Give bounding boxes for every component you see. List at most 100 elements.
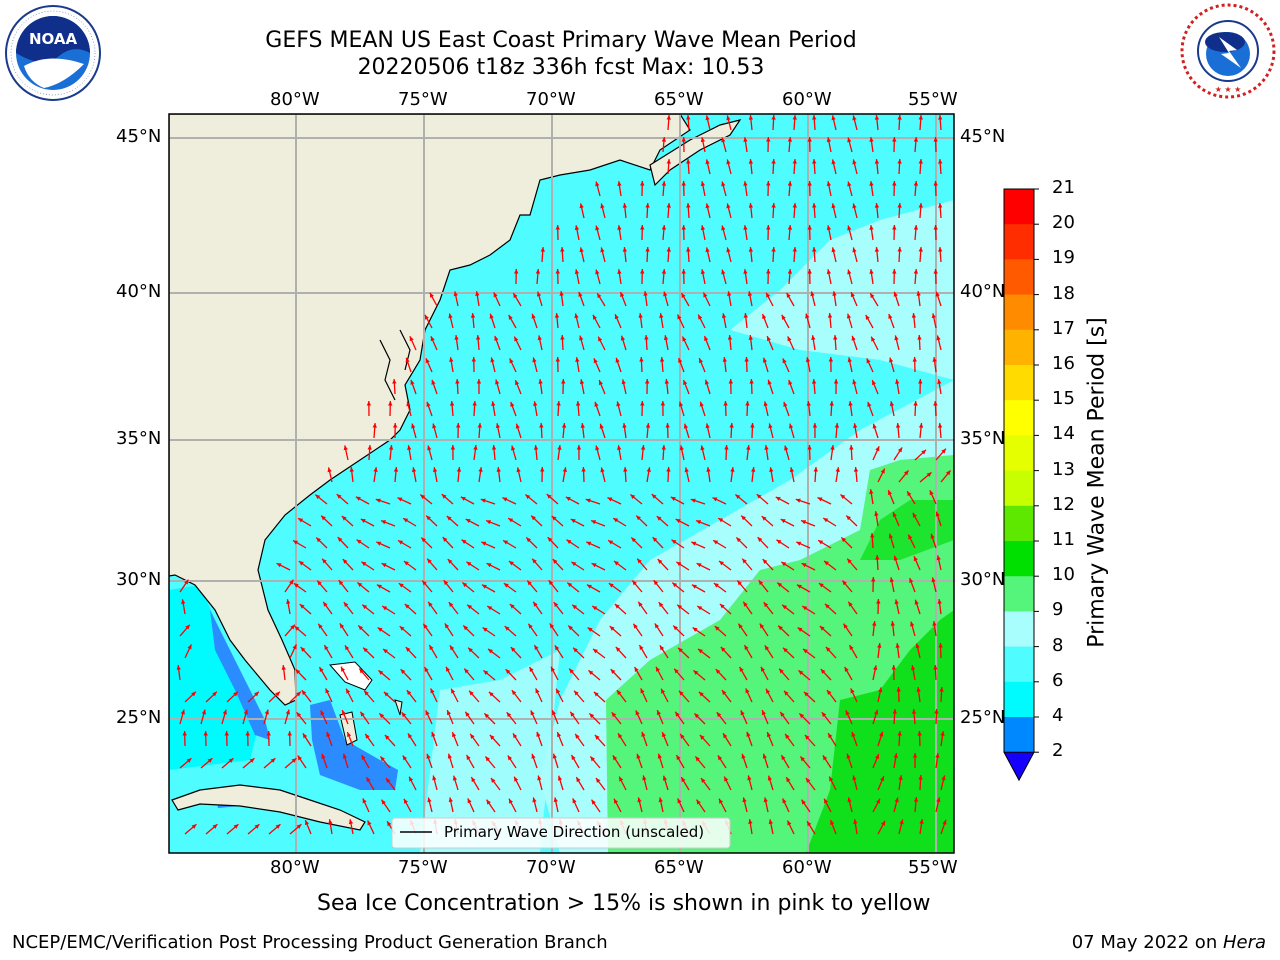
wave-arrow-head	[406, 401, 411, 407]
wave-arrow-head	[614, 603, 620, 609]
wave-arrow-head	[616, 690, 622, 695]
wave-arrow-head	[849, 445, 854, 450]
wave-arrow-head	[456, 423, 461, 428]
wave-arrow-head	[938, 115, 943, 120]
wave-arrow-head	[373, 467, 378, 472]
wave-arrow-head	[300, 647, 306, 652]
wave-arrow-head	[595, 445, 600, 451]
colorbar-tick-label: 8	[1052, 634, 1064, 656]
land-cuba	[171, 784, 366, 831]
wave-arrow-head	[468, 647, 473, 653]
wave-arrow-head	[766, 181, 771, 186]
wave-arrow-head	[888, 490, 893, 496]
wave-arrow-head	[516, 467, 521, 473]
wave-arrow-head	[874, 159, 880, 164]
wave-arrow-head	[785, 733, 790, 739]
lon-tick-top: 60°W	[782, 89, 832, 110]
wave-arrow-head	[671, 539, 677, 545]
wave-arrow-head	[536, 291, 542, 297]
lat-tick-left: 25°N	[116, 707, 162, 728]
wave-arrow-head	[931, 577, 936, 583]
wave-arrow-head	[721, 690, 727, 695]
wave-arrow-head	[448, 602, 454, 608]
wave-arrow-head	[640, 445, 646, 450]
wave-arrow-head	[807, 445, 812, 450]
wave-arrow-head	[777, 582, 783, 588]
wave-arrow-head	[914, 599, 919, 605]
wave-arrow-head	[933, 225, 938, 230]
wave-arrow-head	[781, 755, 786, 761]
wave-arrow-head	[207, 758, 213, 763]
wave-arrow-head	[826, 269, 832, 275]
wave-arrow-head	[617, 181, 622, 186]
wave-arrow-head	[876, 599, 881, 604]
wave-arrow-head	[367, 445, 372, 450]
wave-arrow-head	[705, 159, 710, 165]
wave-arrow-head	[899, 819, 904, 825]
wave-arrow-head	[700, 137, 706, 143]
wave-arrow-head	[891, 665, 896, 670]
wave-arrow-head	[847, 797, 852, 803]
wave-arrow-head	[608, 583, 614, 588]
wave-arrow-head	[560, 335, 565, 340]
wave-arrow-head	[514, 336, 519, 342]
noaa-text: NOAA	[29, 30, 78, 48]
wave-arrow-head	[913, 797, 919, 802]
wave-arrow-head	[889, 577, 894, 583]
wave-arrow-head	[377, 627, 383, 632]
lon-tick-bottom: 80°W	[270, 857, 320, 878]
wave-arrow-head	[917, 731, 922, 736]
wave-arrow-head	[372, 423, 377, 428]
wave-arrow-head	[572, 604, 578, 610]
wave-arrow-head	[299, 604, 305, 609]
wave-arrow-head	[661, 181, 667, 186]
wave-arrow-head	[651, 494, 657, 499]
wave-arrow-head	[748, 335, 753, 340]
wave-arrow-head	[514, 776, 519, 782]
colorbar-segment	[1004, 224, 1034, 260]
wave-arrow-head	[713, 540, 719, 545]
wave-arrow-head	[843, 623, 848, 629]
wave-arrow-head	[806, 401, 811, 406]
wave-arrow-head	[343, 445, 348, 451]
wave-arrow-head	[579, 335, 584, 341]
wave-arrow-head	[455, 379, 460, 384]
wave-arrow-head	[356, 539, 362, 544]
wave-arrow-head	[846, 753, 851, 759]
wave-arrow-head	[850, 688, 855, 694]
wave-arrow-head	[751, 467, 756, 472]
wave-arrow-head	[388, 401, 393, 406]
wave-arrow-head	[704, 336, 709, 342]
wave-arrow-head	[690, 498, 696, 503]
wave-arrow-head	[462, 582, 468, 588]
wave-arrow-head	[425, 358, 430, 364]
wave-arrow-head	[672, 582, 678, 588]
wave-arrow-head	[768, 819, 773, 825]
wave-arrow-head	[547, 537, 553, 542]
wave-arrow-head	[275, 691, 280, 697]
wave-arrow-head	[645, 247, 650, 252]
wave-arrow-head	[574, 269, 580, 275]
wave-arrow-head	[472, 401, 477, 406]
wave-arrow-head	[853, 819, 858, 824]
wave-arrow-head	[853, 467, 859, 472]
wave-arrow-head	[721, 225, 726, 231]
wave-arrow-head	[677, 798, 682, 804]
wave-arrow-head	[874, 511, 879, 516]
wave-arrow-head	[704, 379, 710, 385]
wave-arrow-head	[683, 380, 688, 386]
wave-arrow-head	[342, 753, 347, 759]
wave-arrow-head	[747, 291, 753, 297]
wave-arrow-head	[932, 621, 937, 626]
wave-arrow-head	[617, 225, 622, 230]
wave-arrow-head	[748, 203, 754, 208]
wave-arrow-head	[636, 753, 641, 759]
wave-arrow-head	[343, 602, 349, 608]
wave-arrow-head	[536, 731, 541, 737]
wave-arrow-head	[853, 423, 858, 429]
wave-arrow-head	[771, 159, 776, 164]
wave-arrow-head	[789, 423, 794, 429]
wave-arrow-head	[897, 731, 902, 736]
wave-arrow-head	[827, 313, 833, 318]
wave-arrow-head	[305, 820, 310, 826]
